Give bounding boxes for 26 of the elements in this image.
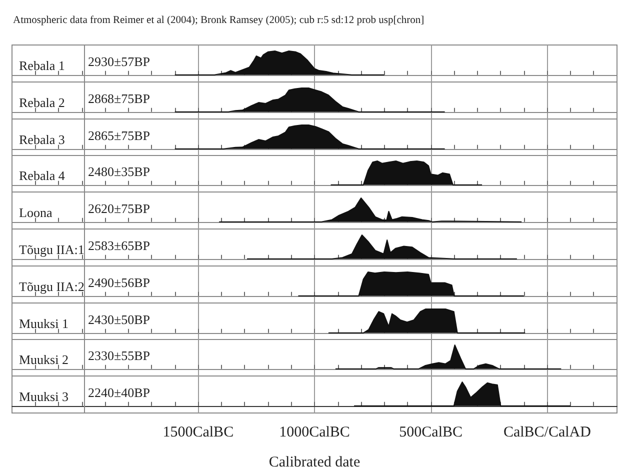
text: Rebala 2	[19, 94, 65, 110]
text: Tõugu IIA:2	[19, 278, 84, 294]
annotation: 2430±50BP	[88, 312, 150, 327]
text: Tõugu IIA:1	[19, 242, 84, 257]
annotation: 2868±75BP	[88, 90, 150, 106]
text: Muuksi 2	[19, 352, 68, 368]
x-tick-label: 1500CalBC	[162, 424, 234, 441]
chart-subtitle: Atmospheric data from Reimer et al (2004); Bronk Ramsey (2005); cub r:5 sd:12 prob usp[chron]	[13, 15, 424, 26]
text: Muuksi 1	[19, 316, 68, 331]
annotation: 2865±75BP	[88, 128, 150, 143]
x-tick-label: 1000CalBC	[279, 424, 350, 441]
x-axis-title: Calibrated date	[268, 454, 360, 471]
annotation: 2240±40BP	[88, 385, 150, 400]
x-tick-label: CalBC/CalAD	[503, 424, 592, 441]
x-tick-label: 500CalBC	[399, 424, 463, 441]
annotation: 2480±35BP	[88, 164, 150, 180]
annotation: 2930±57BP	[88, 54, 150, 69]
text: Rebala 1	[19, 58, 65, 73]
annotation: 2620±75BP	[88, 201, 150, 216]
annotation: 2583±65BP	[88, 238, 150, 253]
text: Loona	[19, 205, 52, 220]
annotation: 2330±55BP	[88, 348, 150, 364]
text: Rebala 4	[19, 168, 66, 184]
text: Muuksi 3	[19, 389, 68, 404]
text: Rebala 3	[19, 132, 65, 147]
annotation: 2490±56BP	[88, 274, 150, 290]
